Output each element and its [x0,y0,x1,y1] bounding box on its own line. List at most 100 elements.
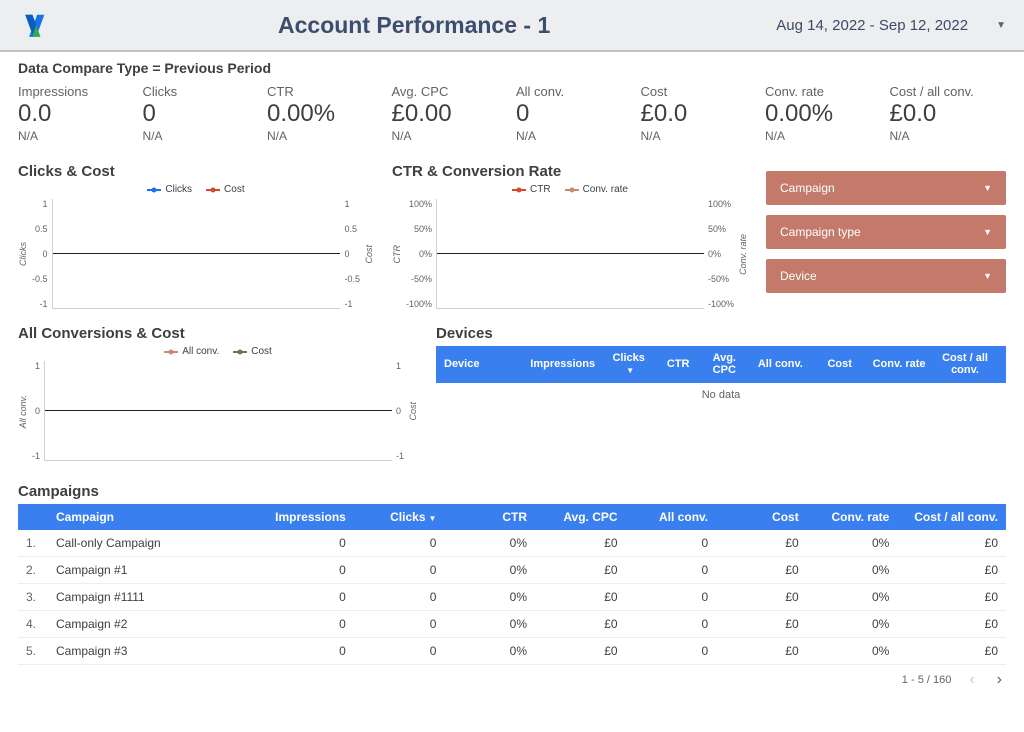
legend-item: Conv. rate [565,184,628,195]
th-conv-rate[interactable]: Conv. rate [866,358,932,370]
table-cell: 0% [436,536,527,550]
mid-row: All Conversions & Cost All conv. Cost Al… [0,309,1024,461]
pager-prev-button[interactable]: ‹ [965,671,978,689]
table-cell: 0% [799,644,890,658]
filters-column: Campaign ▼ Campaign type ▼ Device ▼ [766,153,1006,309]
legend-item: Clicks [147,184,192,195]
table-cell: 0 [255,536,346,550]
table-cell: 0% [799,536,890,550]
th-cost-all-conv[interactable]: Cost / all conv. [932,352,998,376]
th-impressions[interactable]: Impressions [523,358,602,370]
google-ads-logo-icon [18,8,52,42]
table-cell: £0 [527,590,618,604]
table-cell: £0 [527,644,618,658]
th-cost-all-conv[interactable]: Cost / all conv. [889,510,998,524]
legend-item: Cost [206,184,245,195]
table-row[interactable]: 3.Campaign #1111000%£00£00%£0 [18,584,1006,611]
th-device[interactable]: Device [444,358,523,370]
table-cell: 0 [618,590,709,604]
table-row[interactable]: 1.Call-only Campaign000%£00£00%£0 [18,530,1006,557]
legend-item: CTR [512,184,551,195]
y-axis-right-label: Cost [408,402,418,421]
table-cell: £0 [708,644,799,658]
table-row[interactable]: 4.Campaign #2000%£00£00%£0 [18,611,1006,638]
y-axis-right-ticks: 1 0 -1 [392,361,408,461]
table-cell: 5. [26,644,56,658]
th-all-conv[interactable]: All conv. [747,358,813,370]
title-wrap: Account Performance - 1 [52,12,776,39]
y-axis-left-label: All conv. [18,395,28,428]
table-cell: Call-only Campaign [56,536,255,550]
th-ctr[interactable]: CTR [436,510,527,524]
table-cell: £0 [527,536,618,550]
devices-no-data: No data [436,383,1006,407]
pager-next-button[interactable]: › [993,671,1006,689]
th-cost[interactable]: Cost [708,510,799,524]
table-row[interactable]: 2.Campaign #1000%£00£00%£0 [18,557,1006,584]
legend-item: Cost [233,346,272,357]
th-clicks[interactable]: Clicks▼ [602,352,655,376]
table-cell: 4. [26,617,56,631]
table-cell: £0 [889,590,998,604]
table-cell: 0 [255,617,346,631]
date-range-picker[interactable]: Aug 14, 2022 - Sep 12, 2022 ▼ [776,17,1006,34]
kpi-sub: N/A [18,129,135,143]
table-cell: Campaign #2 [56,617,255,631]
pager-text: 1 - 5 / 160 [902,674,952,686]
chart-plot-area: CTR 100% 50% 0% -50% -100% 100% 50% 0% -… [392,199,748,309]
kpi-value: 0.0 [18,101,135,127]
chart-title: CTR & Conversion Rate [392,163,748,180]
th-avg-cpc[interactable]: Avg. CPC [527,510,618,524]
table-cell: £0 [889,563,998,577]
chart-allconv-cost: All Conversions & Cost All conv. Cost Al… [18,315,418,461]
kpi-conv-rate: Conv. rate 0.00% N/A [765,84,882,143]
table-cell: 0 [618,563,709,577]
table-cell: £0 [708,563,799,577]
kpi-clicks: Clicks 0 N/A [143,84,260,143]
chart-legend: CTR Conv. rate [392,184,748,195]
kpi-all-conv: All conv. 0 N/A [516,84,633,143]
filter-label: Device [780,269,817,283]
chevron-down-icon: ▼ [983,227,992,237]
legend-swatch-icon [164,351,178,353]
y-axis-right-label: Conv. rate [738,234,748,275]
page-title: Account Performance - 1 [278,12,550,38]
table-cell: £0 [889,536,998,550]
filter-device[interactable]: Device ▼ [766,259,1006,293]
campaigns-section: Campaigns Campaign Impressions Clicks▼ C… [0,461,1024,665]
th-clicks[interactable]: Clicks▼ [346,510,437,524]
table-cell: 0 [346,644,437,658]
chart-legend: Clicks Cost [18,184,374,195]
compare-subtitle: Data Compare Type = Previous Period [0,52,1024,80]
filter-campaign[interactable]: Campaign ▼ [766,171,1006,205]
table-cell: 3. [26,590,56,604]
th-all-conv[interactable]: All conv. [618,510,709,524]
legend-swatch-icon [233,351,247,353]
table-cell: 0 [255,563,346,577]
devices-title: Devices [436,325,1006,342]
table-cell: Campaign #1111 [56,590,255,604]
chevron-down-icon: ▼ [983,183,992,193]
y-axis-left-label: CTR [392,245,402,264]
table-cell: 0% [436,563,527,577]
table-row[interactable]: 5.Campaign #3000%£00£00%£0 [18,638,1006,665]
kpi-label: Impressions [18,84,135,99]
th-ctr[interactable]: CTR [655,358,701,370]
filter-campaign-type[interactable]: Campaign type ▼ [766,215,1006,249]
y-axis-left-ticks: 100% 50% 0% -50% -100% [402,199,436,309]
th-conv-rate[interactable]: Conv. rate [799,510,890,524]
table-cell: 0% [799,617,890,631]
table-cell: 0 [346,563,437,577]
th-campaign[interactable]: Campaign [56,510,255,524]
sort-desc-icon: ▼ [429,514,437,523]
th-cost[interactable]: Cost [813,358,866,370]
th-avg-cpc[interactable]: Avg. CPC [701,352,747,376]
table-cell: £0 [708,590,799,604]
campaigns-table-body: 1.Call-only Campaign000%£00£00%£02.Campa… [18,530,1006,665]
chevron-down-icon: ▼ [983,271,992,281]
th-impressions[interactable]: Impressions [255,510,346,524]
chart-title: All Conversions & Cost [18,325,418,342]
top-charts-row: Clicks & Cost Clicks Cost Clicks 1 0.5 0… [0,153,1024,309]
kpi-row: Impressions 0.0 N/A Clicks 0 N/A CTR 0.0… [0,80,1024,153]
date-range-text: Aug 14, 2022 - Sep 12, 2022 [776,17,968,34]
